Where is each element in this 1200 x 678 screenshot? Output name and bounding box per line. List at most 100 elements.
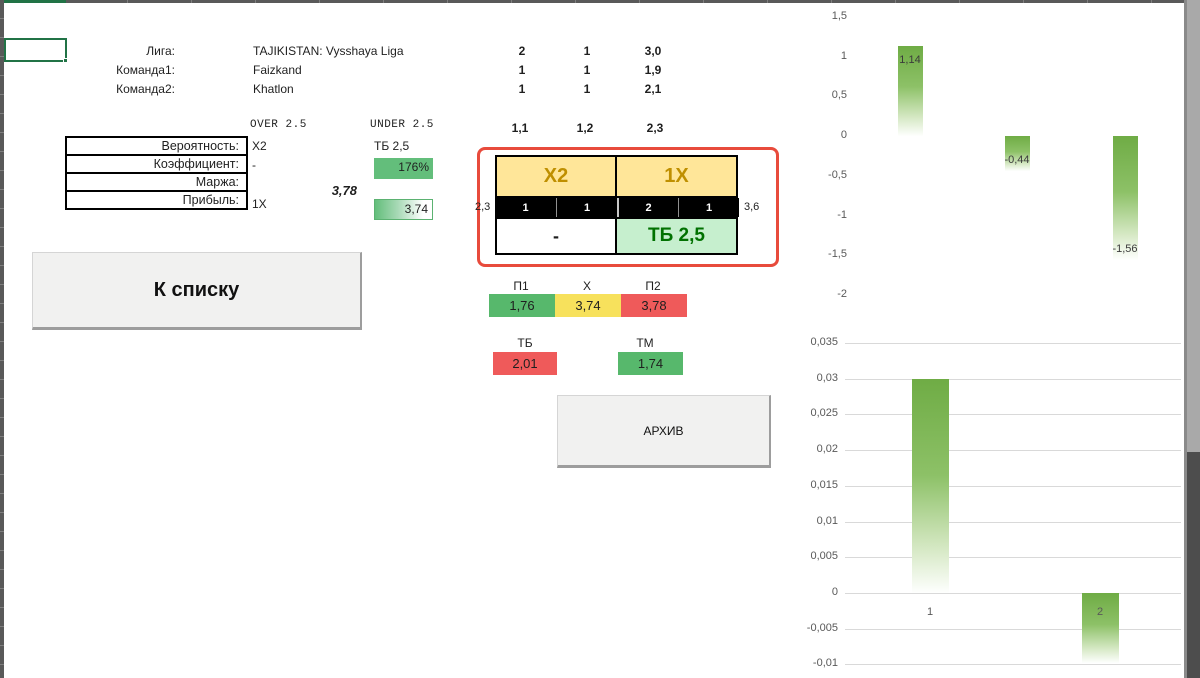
bet-right-odds: 3,6	[744, 201, 760, 213]
matrix-cell: 1	[518, 63, 526, 77]
y-axis-tick-label: 0	[831, 585, 838, 598]
odds-cell: 1,1	[511, 121, 529, 135]
bet-header-x2: X2	[495, 155, 617, 198]
coefficient-under-cell: 176%	[374, 158, 433, 179]
league-label: Лига:	[146, 44, 175, 58]
chart-gridline	[845, 664, 1181, 666]
back-to-list-button[interactable]: К списку	[32, 252, 362, 330]
bet-header-1x: 1X	[615, 155, 738, 198]
coefficient-over: -	[252, 158, 256, 172]
chart-gridline	[845, 592, 1181, 594]
matrix-cell: 3,0	[644, 44, 662, 58]
y-axis-tick-label: -1,5	[828, 248, 847, 261]
y-axis-tick-label: 0,025	[810, 407, 838, 420]
matrix-cell: 1	[583, 44, 591, 58]
y-axis-tick-label: -0,5	[828, 168, 847, 181]
p1-label: П1	[513, 279, 529, 293]
tb-odds-cell: 2,01	[493, 352, 557, 375]
p1-odds-cell: 1,76	[489, 294, 555, 317]
chart-gridline	[845, 628, 1181, 630]
chart-gridline	[845, 485, 1181, 487]
tm-label: ТМ	[636, 336, 654, 350]
coefficient-label: Коэффициент:	[65, 154, 248, 174]
bet-score-cell: 1	[678, 198, 739, 217]
matrix-cell: 2	[518, 44, 526, 58]
fill-handle[interactable]	[63, 58, 68, 63]
matrix-cell: 1	[583, 63, 591, 77]
p2-label: П2	[645, 279, 661, 293]
probability-label: Вероятность:	[65, 136, 248, 156]
vertical-scrollbar-thumb[interactable]	[1187, 0, 1200, 452]
tm-odds-cell: 1,74	[618, 352, 683, 375]
profit-units-chart: 1,5 1 0,5 0 -0,5 -1 -1,5 -2 1,14 -0,44 -1,56	[800, 2, 1185, 330]
matrix-cell: 2,1	[644, 82, 662, 96]
team2-label: Команда2:	[116, 82, 175, 96]
margin-label: Маржа:	[65, 172, 248, 192]
bet-pick-right: ТБ 2,5	[615, 217, 738, 255]
margin-value: 3,78	[331, 183, 357, 198]
x-axis-category-label: 2	[1096, 606, 1104, 618]
x-label: X	[582, 279, 591, 293]
y-axis-tick-label: -0,005	[806, 621, 838, 634]
team2-value: Khatlon	[253, 82, 294, 96]
y-axis-tick-label: 0,03	[816, 371, 838, 384]
matrix-cell: 1	[518, 82, 526, 96]
chart-gridline	[845, 414, 1181, 416]
chart-gridline	[845, 521, 1181, 523]
league-value: TAJIKISTAN: Vysshaya Liga	[253, 44, 404, 58]
profit-under-cell: 3,74	[374, 199, 433, 220]
bar-data-label: -0,44	[1004, 154, 1030, 167]
bar-data-label: -1,56	[1112, 242, 1138, 255]
archive-button[interactable]: АРХИВ	[557, 395, 771, 468]
x-axis-category-label: 1	[926, 606, 934, 618]
recommended-bet-box	[477, 147, 779, 267]
chart-gridline	[845, 378, 1181, 380]
chart-bar	[1004, 136, 1030, 172]
collapsed-row-headers[interactable]	[0, 0, 4, 678]
y-axis-tick-label: 0,015	[810, 478, 838, 491]
y-axis-tick-label: 1,5	[831, 10, 847, 22]
selected-column-indicator	[4, 0, 66, 3]
bar-data-label: 1,14	[899, 53, 921, 66]
over-header: OVER 2.5	[250, 119, 307, 131]
y-axis-tick-label: 0	[840, 129, 847, 142]
chart-gridline	[845, 343, 1181, 344]
y-axis-tick-label: 0,01	[816, 514, 838, 527]
profit-over: 1X	[252, 197, 267, 211]
bet-score-cell: 2	[617, 198, 678, 217]
matrix-cell: 1,9	[644, 63, 662, 77]
team1-value: Faizkand	[253, 63, 302, 77]
bet-score-cell: 1	[556, 198, 617, 217]
probability-under: ТБ 2,5	[374, 139, 410, 153]
vertical-scrollbar-track[interactable]	[1187, 452, 1200, 678]
y-axis-tick-label: 0,035	[810, 336, 838, 348]
window-edge	[1184, 0, 1187, 678]
active-cell[interactable]	[4, 38, 68, 63]
chart-bar	[897, 45, 923, 137]
collapsed-column-headers[interactable]	[0, 0, 1200, 3]
y-axis-tick-label: -2	[837, 287, 847, 300]
x-odds-cell: 3,74	[555, 294, 621, 317]
y-axis-tick-label: -0,01	[812, 657, 838, 670]
p2-odds-cell: 3,78	[621, 294, 687, 317]
chart-bar	[1081, 592, 1119, 663]
odds-cell: 2,3	[646, 121, 664, 135]
team1-label: Команда1:	[116, 63, 175, 77]
y-axis-tick-label: 0,5	[831, 89, 847, 102]
bet-left-odds: 2,3	[475, 201, 491, 213]
chart-gridline	[845, 557, 1181, 559]
y-axis-tick-label: 1	[840, 49, 847, 62]
bet-table: X2 1X 1 1 2 1 - ТБ 2,5	[495, 155, 740, 255]
roi-chart: 0,035 0,03 0,025 0,02 0,015 0,01 0,005 0 -0,005 -…	[800, 330, 1185, 678]
chart-bar	[1112, 136, 1138, 260]
odds-cell: 1,2	[576, 121, 594, 135]
probability-over: X2	[252, 139, 267, 153]
y-axis-tick-label: 0,02	[816, 443, 838, 456]
matrix-cell: 1	[583, 82, 591, 96]
y-axis-tick-label: -1	[837, 208, 847, 221]
bet-score-cell: 1	[495, 198, 556, 217]
chart-bar	[911, 378, 949, 593]
bet-pick-left: -	[495, 217, 617, 255]
under-header: UNDER 2.5	[370, 119, 434, 131]
